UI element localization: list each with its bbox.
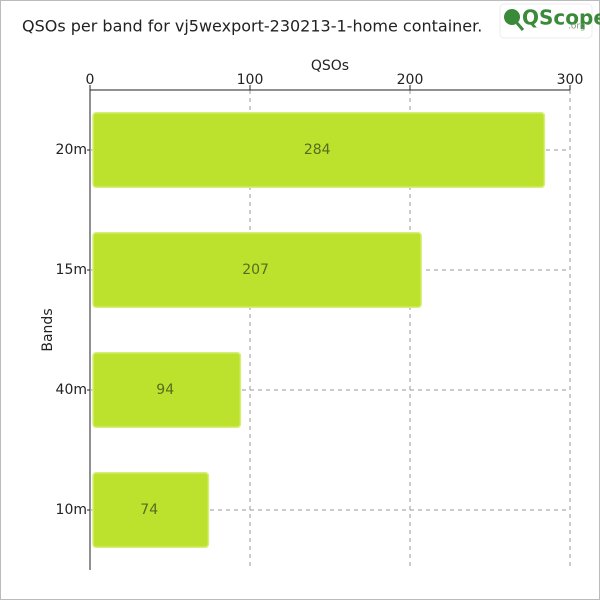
- logo-text: QScope: [522, 6, 600, 30]
- bar-value-label: 74: [140, 502, 158, 518]
- bar-value-label: 94: [156, 382, 174, 398]
- logo-suffix: .org: [568, 22, 586, 32]
- x-tick-label: 0: [86, 72, 95, 88]
- logo: QScope .org: [499, 3, 600, 39]
- y-tick-label: 10m: [56, 502, 87, 518]
- x-axis-label: QSOs: [311, 58, 349, 74]
- logo-icon-handle: [515, 22, 525, 31]
- bar-value-label: 207: [242, 262, 269, 278]
- bar: [92, 472, 210, 548]
- bar: [92, 352, 242, 428]
- chart-title: QSOs per band for vj5wexport-230213-1-ho…: [22, 17, 482, 36]
- bar-value-label: 284: [304, 142, 331, 158]
- bar: [92, 232, 422, 308]
- x-tick-label: 300: [557, 72, 584, 88]
- y-tick-label: 40m: [56, 382, 87, 398]
- bar: [92, 112, 546, 188]
- x-tick-label: 100: [237, 72, 264, 88]
- y-tick-label: 20m: [56, 142, 87, 158]
- logo-icon: [504, 9, 520, 25]
- y-axis-label: Bands: [40, 308, 56, 351]
- y-tick-label: 15m: [56, 262, 87, 278]
- x-tick-label: 200: [397, 72, 424, 88]
